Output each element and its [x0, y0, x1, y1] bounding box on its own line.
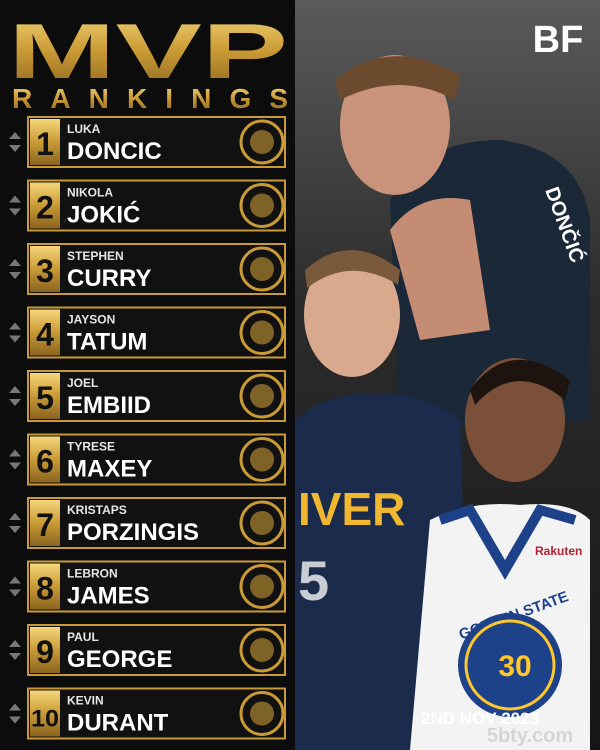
rank-box: [30, 182, 60, 229]
team-logo-inner: [250, 511, 274, 535]
team-logo: [239, 183, 285, 228]
arrow-down: [9, 335, 21, 343]
rank: 10: [31, 706, 59, 733]
arrow-up: [9, 322, 21, 330]
rank: 1: [36, 126, 54, 162]
first-name: LEBRON: [67, 567, 118, 581]
arrow-up: [9, 259, 21, 266]
arrow-down: [9, 716, 21, 724]
rank-box: [30, 690, 60, 737]
rank-box: [30, 246, 60, 292]
first-name: LUKA: [67, 122, 101, 136]
rank-box: [30, 563, 60, 610]
arrow-up: [9, 703, 21, 711]
rank-box: [30, 309, 60, 356]
arrow-down: [9, 653, 21, 660]
team-logo: [239, 437, 285, 482]
rank: 2: [36, 190, 54, 226]
rank: 3: [36, 253, 54, 289]
last-name: CURRY: [67, 265, 151, 292]
team-logo: [239, 246, 285, 292]
arrow-down: [9, 589, 21, 597]
arrow-up: [9, 640, 21, 647]
team-logo: [239, 564, 285, 609]
sponsor: Rakuten: [535, 544, 582, 558]
team-logo-inner: [250, 384, 274, 408]
first-name: NIKOLA: [67, 186, 113, 200]
photo: DONČIĆ IVER 5 Rakuten GOLDEN STATE 30 BF: [295, 0, 600, 750]
last-name: EMBIID: [67, 392, 151, 419]
rank: 7: [36, 507, 54, 543]
last-name: MAXEY: [67, 456, 152, 483]
team-logo: [239, 373, 285, 419]
arrow-up: [9, 132, 21, 139]
row-box: [27, 433, 286, 486]
rank: 4: [36, 317, 54, 353]
team-logo-inner: [250, 320, 274, 345]
date: 2ND NOV 2023: [421, 709, 539, 728]
rank: 9: [36, 634, 54, 670]
title: MVP: [8, 7, 288, 95]
last-name: DONCIC: [67, 138, 162, 165]
rank-box: [30, 500, 60, 546]
rank: 6: [36, 444, 54, 480]
team-logo: [239, 310, 285, 355]
arrow-down: [9, 272, 21, 279]
team-logo-inner: [250, 447, 274, 472]
team-logo: [239, 691, 285, 736]
first-name: KRISTAPS: [67, 503, 127, 517]
last-name: GEORGE: [67, 646, 172, 673]
rank-box: [30, 436, 60, 483]
last-name: JOKIĆ: [67, 201, 140, 229]
team-logo-inner: [250, 257, 274, 281]
team-logo-inner: [250, 638, 274, 662]
brand: BF: [533, 19, 584, 61]
arrow-down: [9, 462, 21, 470]
rank-box: [30, 373, 60, 419]
first-name: TYRESE: [67, 440, 115, 454]
rank: 8: [36, 571, 54, 607]
first-name: JOEL: [67, 376, 98, 390]
first-name: STEPHEN: [67, 249, 124, 263]
last-name: PORZINGIS: [67, 519, 199, 546]
team-logo-inner: [250, 701, 274, 726]
rank: 5: [36, 380, 54, 416]
team-logo: [239, 119, 285, 165]
last-name: JAMES: [67, 583, 150, 610]
team-logo-inner: [250, 193, 274, 218]
jersey-text: IVER: [298, 483, 405, 535]
jersey-number: 5: [298, 549, 329, 612]
first-name: JAYSON: [67, 313, 115, 327]
first-name: PAUL: [67, 630, 99, 644]
arrow-down: [9, 526, 21, 533]
last-name: DURANT: [67, 710, 169, 737]
arrow-up: [9, 449, 21, 457]
arrow-up: [9, 513, 21, 520]
team-logo: [239, 500, 285, 546]
arrow-down: [9, 399, 21, 406]
arrow-up: [9, 386, 21, 393]
first-name: KEVIN: [67, 694, 104, 708]
last-name: TATUM: [67, 329, 147, 356]
arrow-up: [9, 195, 21, 203]
jersey-number: 30: [498, 650, 531, 683]
arrow-down: [9, 145, 21, 152]
team-logo-inner: [250, 574, 274, 599]
team-logo-inner: [250, 130, 274, 154]
rank-box: [30, 627, 60, 673]
arrow-up: [9, 576, 21, 584]
arrow-down: [9, 208, 21, 216]
team-logo: [239, 627, 285, 673]
rank-box: [30, 119, 60, 165]
watermark: 5bty.com: [487, 725, 573, 747]
row-box: [27, 624, 286, 676]
